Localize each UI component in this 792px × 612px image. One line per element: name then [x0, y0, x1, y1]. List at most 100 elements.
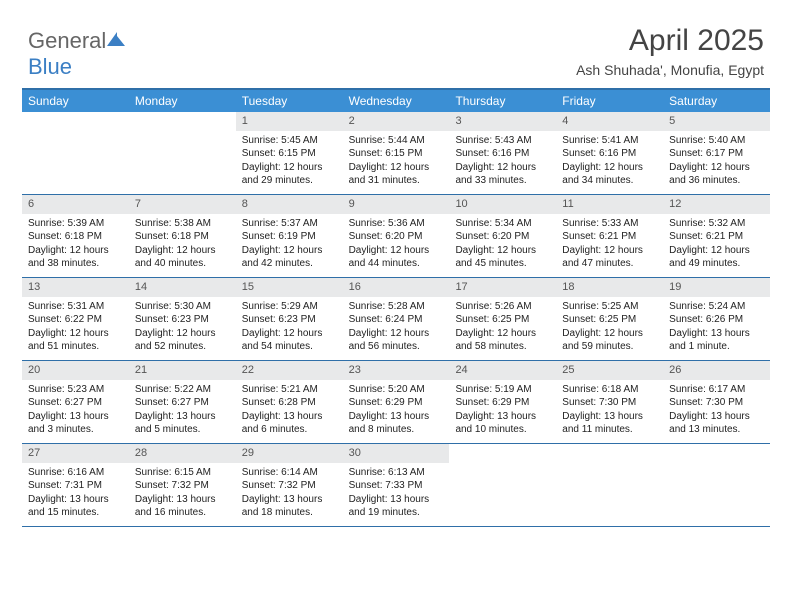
day-line: Sunrise: 6:17 AM — [669, 383, 764, 397]
calendar-day-cell: 19Sunrise: 5:24 AMSunset: 6:26 PMDayligh… — [663, 278, 770, 360]
day-body: Sunrise: 6:15 AMSunset: 7:32 PMDaylight:… — [129, 463, 236, 526]
logo-triangle-icon — [107, 32, 117, 46]
day-body: Sunrise: 5:34 AMSunset: 6:20 PMDaylight:… — [449, 214, 556, 277]
day-line: Sunrise: 5:40 AM — [669, 134, 764, 148]
day-body: Sunrise: 6:18 AMSunset: 7:30 PMDaylight:… — [556, 380, 663, 443]
calendar-day-cell: 12Sunrise: 5:32 AMSunset: 6:21 PMDayligh… — [663, 195, 770, 277]
calendar-day-cell: 24Sunrise: 5:19 AMSunset: 6:29 PMDayligh… — [449, 361, 556, 443]
day-line: Sunrise: 5:39 AM — [28, 217, 123, 231]
day-line: Daylight: 13 hours and 15 minutes. — [28, 493, 123, 520]
day-body: Sunrise: 5:45 AMSunset: 6:15 PMDaylight:… — [236, 131, 343, 194]
day-number: 12 — [663, 195, 770, 214]
calendar-day-cell: 1Sunrise: 5:45 AMSunset: 6:15 PMDaylight… — [236, 112, 343, 194]
day-number: 1 — [236, 112, 343, 131]
day-body: Sunrise: 5:20 AMSunset: 6:29 PMDaylight:… — [343, 380, 450, 443]
day-line: Sunset: 6:23 PM — [242, 313, 337, 327]
logo-text-1: General — [28, 28, 106, 53]
calendar-day-cell: 13Sunrise: 5:31 AMSunset: 6:22 PMDayligh… — [22, 278, 129, 360]
day-line: Sunrise: 5:43 AM — [455, 134, 550, 148]
day-number: 19 — [663, 278, 770, 297]
calendar-week-row: 6Sunrise: 5:39 AMSunset: 6:18 PMDaylight… — [22, 195, 770, 278]
calendar-day-cell: 26Sunrise: 6:17 AMSunset: 7:30 PMDayligh… — [663, 361, 770, 443]
page-title: April 2025 — [629, 24, 764, 58]
day-number: 20 — [22, 361, 129, 380]
day-number: 26 — [663, 361, 770, 380]
day-line: Sunrise: 5:36 AM — [349, 217, 444, 231]
day-body: Sunrise: 5:28 AMSunset: 6:24 PMDaylight:… — [343, 297, 450, 360]
day-line: Sunrise: 6:18 AM — [562, 383, 657, 397]
day-line: Sunrise: 5:30 AM — [135, 300, 230, 314]
day-line: Daylight: 12 hours and 47 minutes. — [562, 244, 657, 271]
day-body: Sunrise: 5:44 AMSunset: 6:15 PMDaylight:… — [343, 131, 450, 194]
day-line: Daylight: 12 hours and 31 minutes. — [349, 161, 444, 188]
calendar-day-cell: 20Sunrise: 5:23 AMSunset: 6:27 PMDayligh… — [22, 361, 129, 443]
calendar-week-row: 13Sunrise: 5:31 AMSunset: 6:22 PMDayligh… — [22, 278, 770, 361]
calendar-header-cell: Thursday — [449, 90, 556, 112]
day-body: Sunrise: 6:13 AMSunset: 7:33 PMDaylight:… — [343, 463, 450, 526]
day-body: Sunrise: 5:31 AMSunset: 6:22 PMDaylight:… — [22, 297, 129, 360]
day-number: 7 — [129, 195, 236, 214]
day-line: Sunset: 6:25 PM — [562, 313, 657, 327]
calendar-day-cell: 22Sunrise: 5:21 AMSunset: 6:28 PMDayligh… — [236, 361, 343, 443]
day-line: Sunrise: 5:26 AM — [455, 300, 550, 314]
day-line: Sunrise: 6:13 AM — [349, 466, 444, 480]
day-line: Sunset: 6:29 PM — [455, 396, 550, 410]
calendar-header-cell: Wednesday — [343, 90, 450, 112]
calendar-day-cell — [663, 444, 770, 526]
logo-triangle2-icon — [117, 36, 125, 46]
day-number: 16 — [343, 278, 450, 297]
day-body: Sunrise: 5:25 AMSunset: 6:25 PMDaylight:… — [556, 297, 663, 360]
day-body: Sunrise: 5:39 AMSunset: 6:18 PMDaylight:… — [22, 214, 129, 277]
day-line: Sunrise: 6:14 AM — [242, 466, 337, 480]
calendar-day-cell — [556, 444, 663, 526]
day-line: Daylight: 12 hours and 42 minutes. — [242, 244, 337, 271]
day-line: Sunrise: 5:31 AM — [28, 300, 123, 314]
day-body: Sunrise: 6:16 AMSunset: 7:31 PMDaylight:… — [22, 463, 129, 526]
day-line: Daylight: 12 hours and 36 minutes. — [669, 161, 764, 188]
day-line: Sunset: 6:29 PM — [349, 396, 444, 410]
day-line: Sunrise: 5:32 AM — [669, 217, 764, 231]
day-line: Sunset: 6:20 PM — [455, 230, 550, 244]
day-body: Sunrise: 5:30 AMSunset: 6:23 PMDaylight:… — [129, 297, 236, 360]
day-line: Daylight: 13 hours and 19 minutes. — [349, 493, 444, 520]
calendar-week-row: 1Sunrise: 5:45 AMSunset: 6:15 PMDaylight… — [22, 112, 770, 195]
day-line: Daylight: 12 hours and 59 minutes. — [562, 327, 657, 354]
day-number: 25 — [556, 361, 663, 380]
day-body: Sunrise: 6:17 AMSunset: 7:30 PMDaylight:… — [663, 380, 770, 443]
day-number: 18 — [556, 278, 663, 297]
day-body: Sunrise: 5:22 AMSunset: 6:27 PMDaylight:… — [129, 380, 236, 443]
day-line: Daylight: 12 hours and 38 minutes. — [28, 244, 123, 271]
day-number: 27 — [22, 444, 129, 463]
day-line: Sunrise: 5:41 AM — [562, 134, 657, 148]
day-line: Sunset: 7:32 PM — [242, 479, 337, 493]
logo-text-2: Blue — [28, 54, 72, 79]
day-line: Daylight: 12 hours and 54 minutes. — [242, 327, 337, 354]
day-line: Sunrise: 5:44 AM — [349, 134, 444, 148]
day-line: Sunset: 6:26 PM — [669, 313, 764, 327]
day-number: 6 — [22, 195, 129, 214]
day-number: 2 — [343, 112, 450, 131]
day-line: Daylight: 12 hours and 33 minutes. — [455, 161, 550, 188]
calendar-header-cell: Saturday — [663, 90, 770, 112]
day-line: Sunrise: 5:20 AM — [349, 383, 444, 397]
day-number: 11 — [556, 195, 663, 214]
calendar-day-cell — [129, 112, 236, 194]
day-line: Sunrise: 5:33 AM — [562, 217, 657, 231]
day-line: Sunset: 6:15 PM — [242, 147, 337, 161]
calendar-day-cell: 17Sunrise: 5:26 AMSunset: 6:25 PMDayligh… — [449, 278, 556, 360]
day-line: Sunrise: 5:24 AM — [669, 300, 764, 314]
day-line: Sunrise: 6:15 AM — [135, 466, 230, 480]
day-line: Sunrise: 5:37 AM — [242, 217, 337, 231]
day-body: Sunrise: 5:19 AMSunset: 6:29 PMDaylight:… — [449, 380, 556, 443]
day-line: Sunset: 6:16 PM — [562, 147, 657, 161]
day-line: Sunset: 6:15 PM — [349, 147, 444, 161]
calendar-day-cell: 3Sunrise: 5:43 AMSunset: 6:16 PMDaylight… — [449, 112, 556, 194]
day-body: Sunrise: 5:43 AMSunset: 6:16 PMDaylight:… — [449, 131, 556, 194]
day-body: Sunrise: 5:38 AMSunset: 6:18 PMDaylight:… — [129, 214, 236, 277]
day-line: Daylight: 12 hours and 51 minutes. — [28, 327, 123, 354]
calendar-week-row: 20Sunrise: 5:23 AMSunset: 6:27 PMDayligh… — [22, 361, 770, 444]
day-line: Sunrise: 5:21 AM — [242, 383, 337, 397]
day-line: Daylight: 13 hours and 8 minutes. — [349, 410, 444, 437]
day-body: Sunrise: 5:36 AMSunset: 6:20 PMDaylight:… — [343, 214, 450, 277]
calendar-day-cell — [449, 444, 556, 526]
